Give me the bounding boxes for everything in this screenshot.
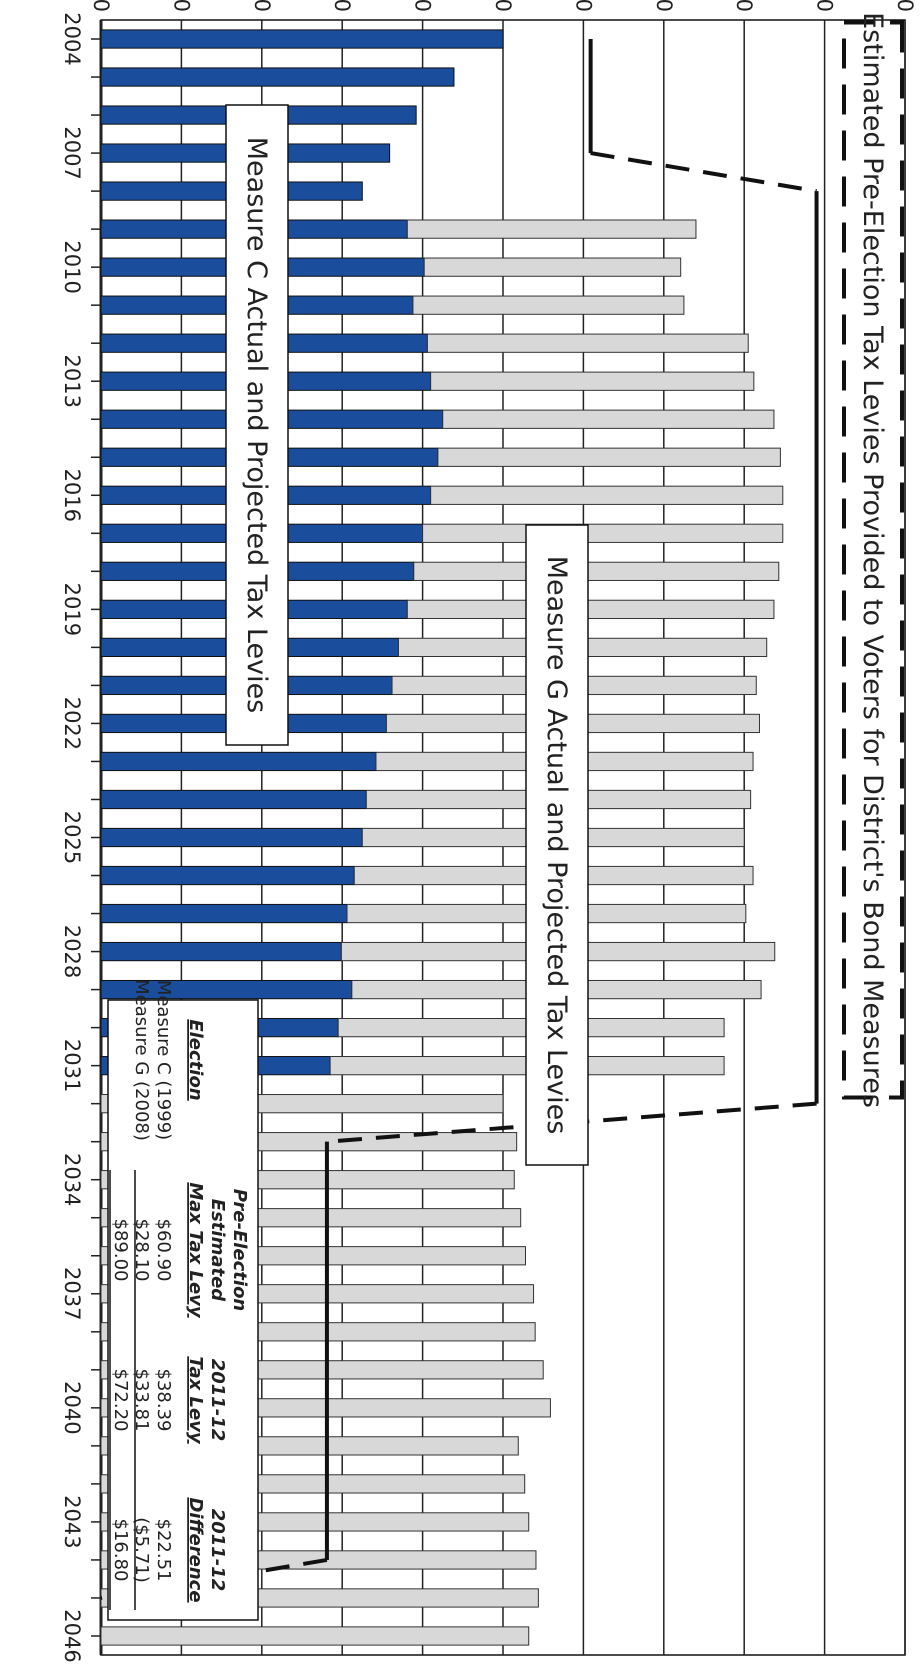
x-tick-label: 2037	[60, 1267, 84, 1320]
bar-measure-c-2005	[100, 67, 455, 87]
y-tick-label: $30.00	[330, 0, 354, 12]
bar-measure-g-2016	[430, 485, 784, 505]
summary-cell: $22.51	[153, 1519, 174, 1582]
x-tick-label: 2043	[60, 1495, 84, 1548]
y-tick-label: $60.00	[571, 0, 595, 12]
bar-measure-c-2026	[100, 865, 355, 886]
x-tick-label: 2025	[60, 811, 84, 864]
summary-header: Tax Levy	[185, 1356, 206, 1445]
bar-measure-g-2010	[423, 257, 682, 277]
y-tick-label: $100.00	[893, 0, 917, 12]
y-tick-label: $70.00	[652, 0, 676, 12]
bar-measure-c-2025	[100, 827, 363, 848]
x-tick-label: 2019	[60, 583, 84, 636]
bar-measure-c-2004	[100, 29, 504, 49]
bar-measure-g-2014	[442, 409, 775, 429]
summary-header: Estimated	[207, 1199, 228, 1302]
summary-cell: $60.90	[153, 1219, 174, 1282]
x-tick-label: 2022	[60, 697, 84, 750]
x-tick-label: 2010	[60, 240, 84, 293]
summary-header: 2011-12	[207, 1359, 228, 1442]
y-tick-label: $20.00	[250, 0, 274, 12]
bar-measure-g-2015	[437, 447, 781, 467]
measure-c-label-box: Measure C Actual and Projected Tax Levie…	[225, 104, 289, 746]
summary-header: 2011-12	[207, 1509, 228, 1592]
bar-measure-c-2028	[100, 941, 342, 962]
x-tick-label: 2046	[60, 1609, 84, 1662]
y-tick-label: $0.00	[89, 0, 113, 12]
y-tick-label: $40.00	[411, 0, 435, 12]
measure-g-label: Measure G Actual and Projected Tax Levie…	[541, 556, 572, 1135]
y-tick-label: $50.00	[491, 0, 515, 12]
x-tick-label: 2007	[60, 126, 84, 179]
pre-election-legend-box: Estimated Pre-Election Tax Levies Provid…	[842, 12, 904, 1108]
summary-cell: $28.10	[131, 1219, 152, 1282]
rotated-plot: 2004 2007 2010 2013 2016 2019 2022 2025 2028 2031…	[60, 0, 917, 1663]
x-tick-label: 2040	[60, 1381, 84, 1434]
bar-measure-g-2018	[413, 561, 780, 581]
summary-cell: ($5.71)	[131, 1517, 152, 1583]
summary-header: Max Tax Levy	[185, 1182, 206, 1319]
bar-measure-c-2024	[100, 789, 367, 810]
summary-cell: Measure C (1999)	[153, 980, 174, 1140]
x-tick-label: 2031	[60, 1039, 84, 1092]
bar-measure-g-2013	[430, 371, 755, 391]
bar-measure-g-2019	[406, 599, 775, 619]
y-tick-label: $80.00	[732, 0, 756, 12]
x-tick-label: 2028	[60, 925, 84, 978]
bar-measure-c-2027	[100, 903, 348, 924]
summary-total: $16.80	[110, 1519, 131, 1582]
y-tick-label: $90.00	[813, 0, 837, 12]
measure-g-label-box: Measure G Actual and Projected Tax Levie…	[525, 524, 589, 1166]
bar-measure-g-2017	[422, 523, 784, 543]
summary-total: $89.00	[110, 1219, 131, 1282]
bar-measure-g-2011	[412, 295, 685, 315]
x-tick-label: 2016	[60, 469, 84, 522]
x-tick-label: 2013	[60, 354, 84, 407]
bar-measure-g-2012	[426, 333, 749, 353]
annotation-labels: Estimated Pre-Election Tax Levies Provid…	[107, 12, 904, 1621]
summary-total: $72.20	[110, 1369, 131, 1432]
pre-election-legend-label: Estimated Pre-Election Tax Levies Provid…	[857, 12, 888, 1108]
bar-measure-g-2009	[406, 219, 697, 239]
summary-table-frame	[107, 999, 259, 1621]
x-tick-label: 2034	[60, 1153, 84, 1206]
summary-header: Election	[185, 1019, 206, 1100]
summary-cell: Measure G (2008)	[131, 979, 152, 1141]
summary-cell: $33.81	[131, 1369, 152, 1432]
bar-measure-g-2046	[100, 1626, 530, 1646]
summary-header: Pre-Election	[229, 1189, 250, 1312]
y-axis-ticks: $0.00 $10.00 $20.00 $30.00 $40.00 $50.00 $60.0…	[89, 0, 917, 12]
measure-c-label: Measure C Actual and Projected Tax Levie…	[241, 137, 272, 714]
y-tick-label: $10.00	[169, 0, 193, 12]
bar-measure-c-2023	[100, 751, 377, 772]
x-tick-label: 2004	[60, 12, 84, 65]
x-axis-ticks: 2004 2007 2010 2013 2016 2019 2022 2025 2028 2031…	[60, 12, 101, 1663]
summary-cell: $38.39	[153, 1369, 174, 1432]
summary-header: Difference	[185, 1497, 206, 1602]
pre-election-transition	[590, 151, 817, 194]
